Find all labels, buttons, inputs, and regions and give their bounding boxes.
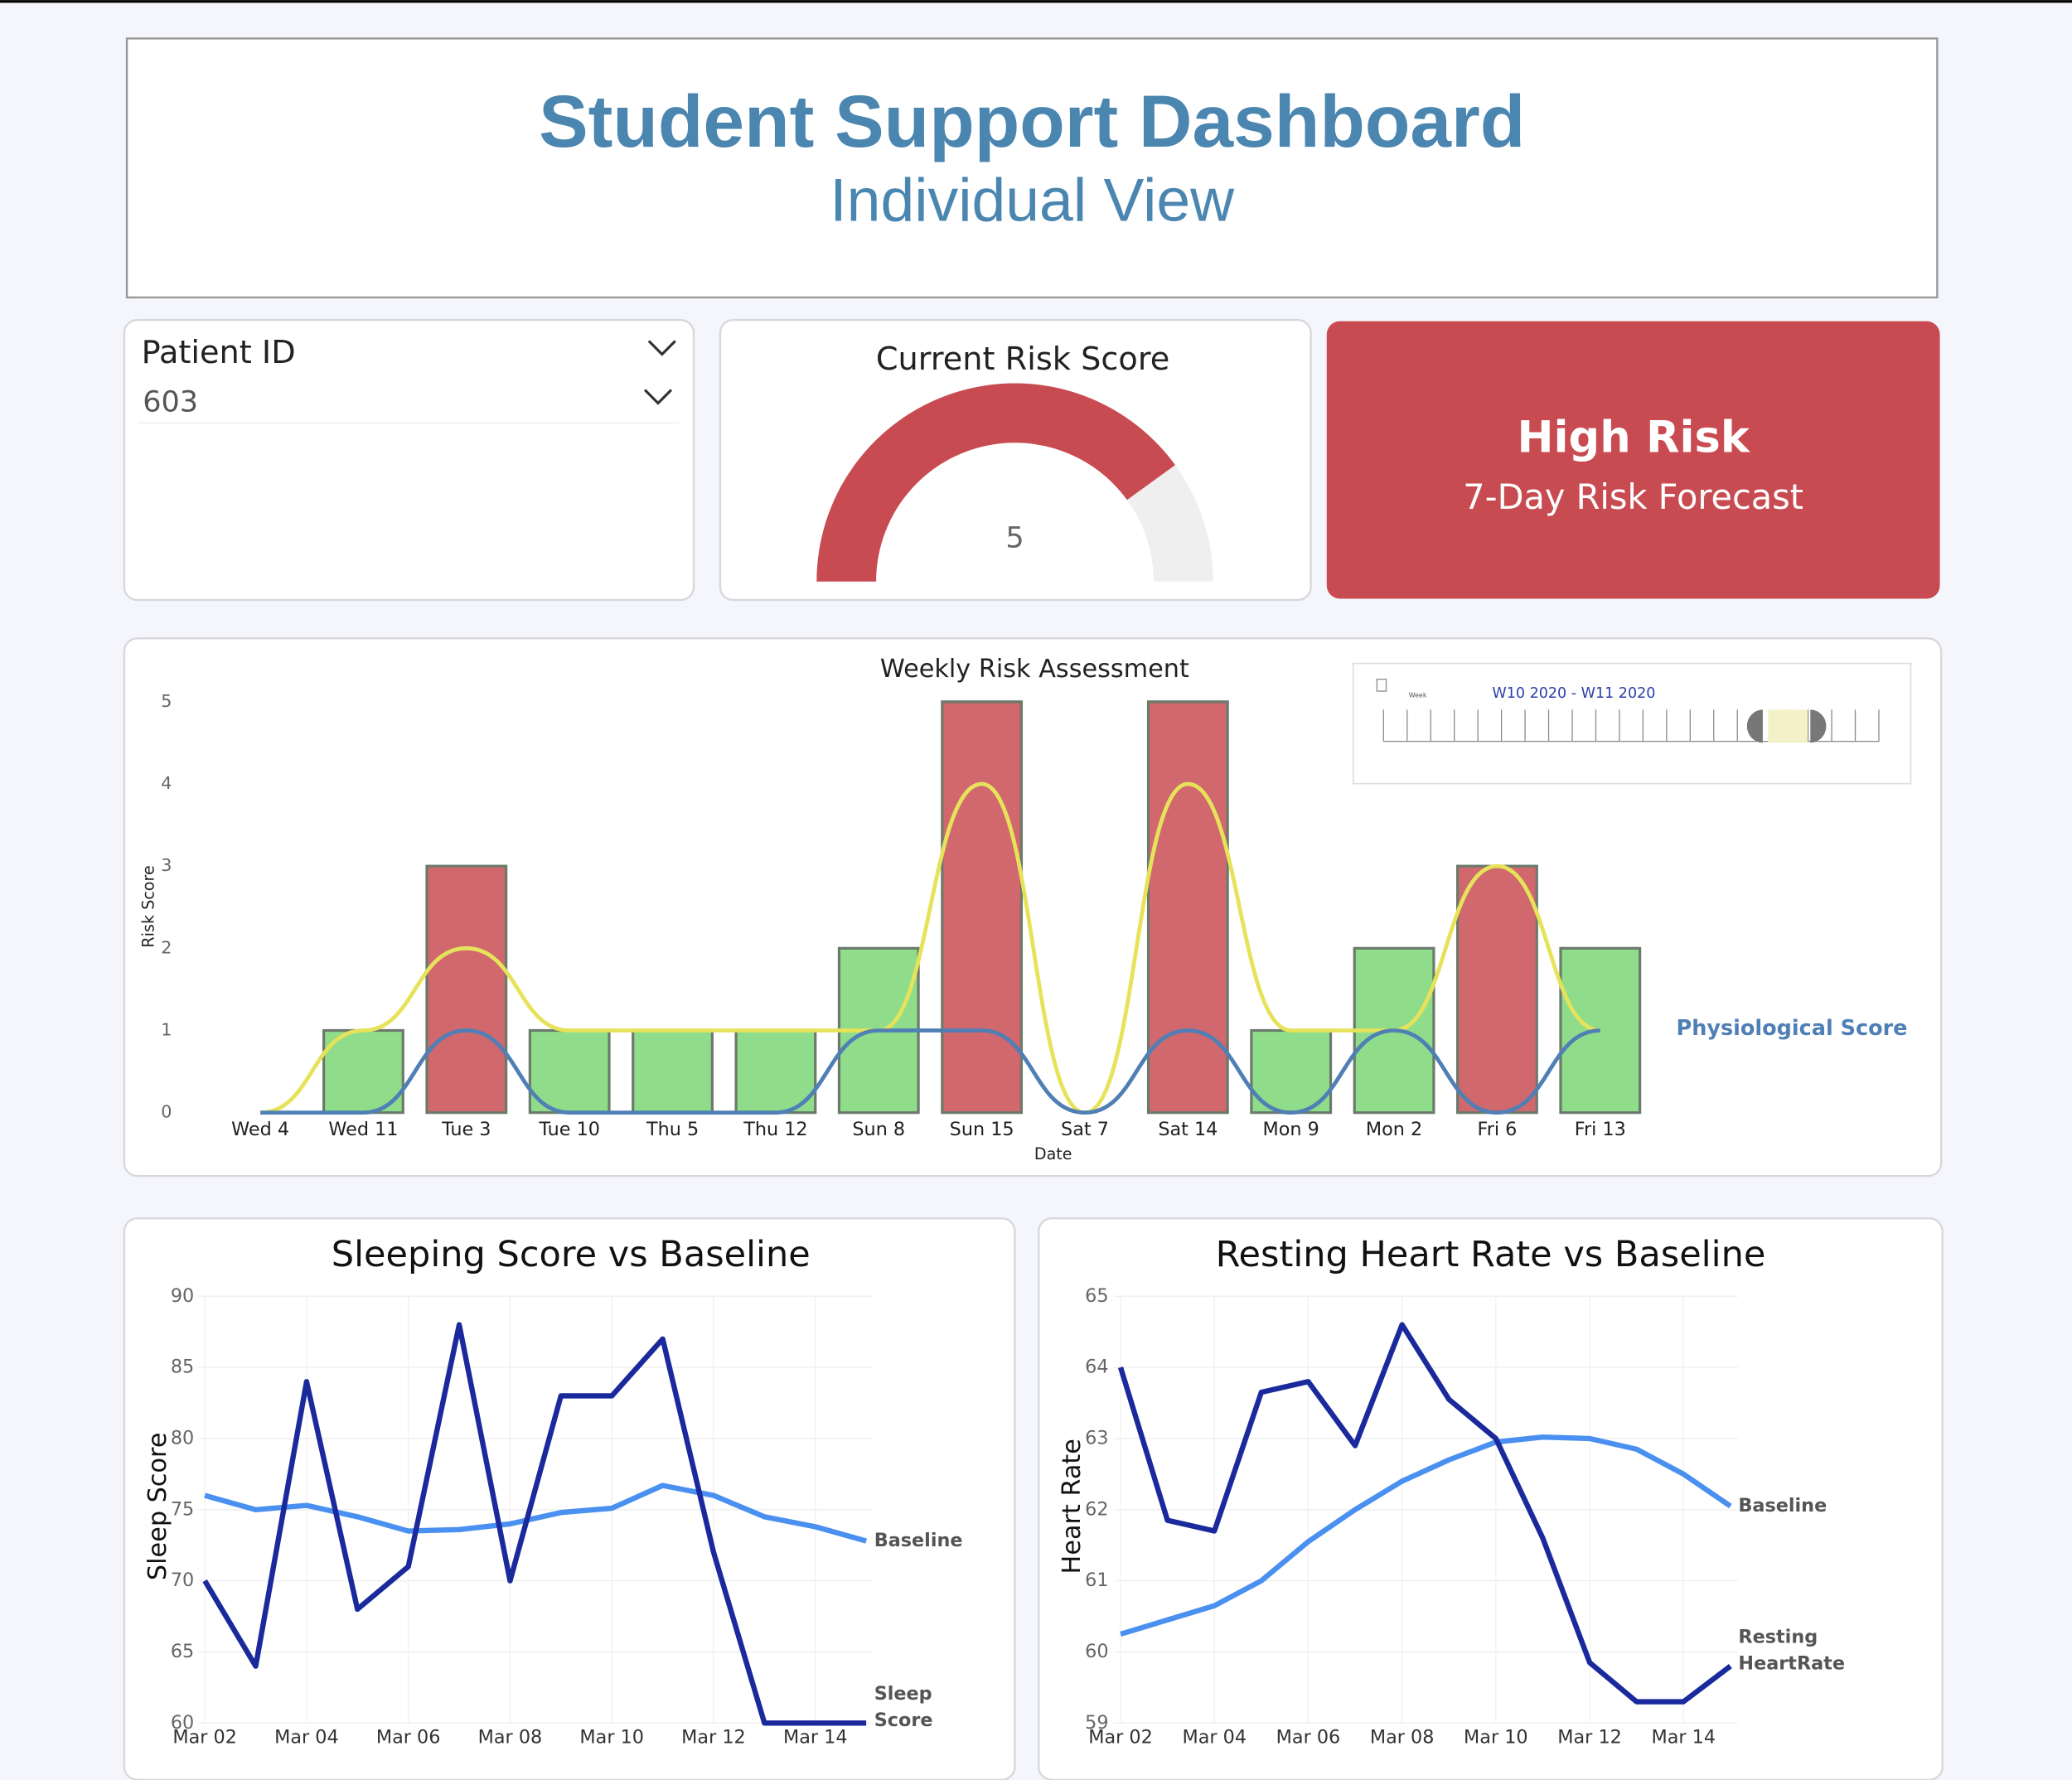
- slicer-handle[interactable]: [1810, 709, 1827, 743]
- filter-panel: [123, 318, 695, 602]
- y-tick-label: 63: [1085, 1427, 1108, 1449]
- series-line: [1117, 1322, 1732, 1705]
- x-tick-label: Mar 10: [579, 1726, 644, 1748]
- y-axis-title: Heart Rate: [1058, 1439, 1087, 1574]
- series-label: Resting HeartRate: [1738, 1626, 1845, 1674]
- bar: [941, 700, 1024, 1115]
- chart-title: Sleeping Score vs Baseline: [332, 1234, 811, 1275]
- x-tick-label: Wed 11: [328, 1119, 398, 1140]
- series-line: [202, 1322, 867, 1726]
- x-tick-label: Mar 08: [1370, 1726, 1435, 1748]
- x-tick-label: Mar 04: [274, 1726, 339, 1748]
- x-tick-label: Mar 02: [172, 1726, 237, 1748]
- bar: [1456, 864, 1538, 1115]
- y-tick-label: 1: [161, 1019, 172, 1039]
- bar: [1250, 1028, 1333, 1115]
- y-tick-label: 60: [1085, 1641, 1108, 1662]
- y-tick-label: 64: [1085, 1357, 1108, 1378]
- y-axis-title: Sleep Score: [143, 1433, 172, 1581]
- y-tick-label: 70: [171, 1570, 194, 1591]
- dropdown-icon[interactable]: [643, 389, 673, 405]
- trend-line: [260, 1028, 1600, 1115]
- x-tick-label: Mar 14: [783, 1726, 848, 1748]
- x-tick-label: Mar 12: [681, 1726, 746, 1748]
- slicer-icon[interactable]: [1376, 679, 1387, 692]
- chart-title: Resting Heart Rate vs Baseline: [1216, 1234, 1766, 1275]
- series-line: [1120, 1434, 1732, 1637]
- x-tick-label: Mar 12: [1557, 1726, 1622, 1748]
- series-line: [204, 1483, 867, 1544]
- gauge: 5: [816, 383, 1213, 582]
- x-tick-label: Mar 06: [1276, 1726, 1341, 1748]
- y-tick-label: 60: [171, 1712, 194, 1734]
- slicer-box: [1352, 662, 1912, 785]
- x-tick-label: Thu 5: [646, 1119, 699, 1140]
- x-tick-label: Wed 4: [231, 1119, 289, 1140]
- slicer-handle[interactable]: [1746, 709, 1763, 743]
- x-tick-label: Mar 10: [1464, 1726, 1528, 1748]
- chart-title: Weekly Risk Assessment: [880, 655, 1189, 684]
- bar: [1146, 700, 1229, 1115]
- gauge-title: Current Risk Score: [876, 341, 1169, 378]
- x-tick-label: Fri 6: [1478, 1119, 1518, 1140]
- x-tick-label: Tue 3: [441, 1119, 491, 1140]
- legend-label: Physiological Score: [1677, 1016, 1908, 1041]
- dashboard-title: Student Support Dashboard: [539, 80, 1525, 162]
- y-tick-label: 62: [1085, 1498, 1108, 1520]
- x-axis-title: Date: [1034, 1144, 1072, 1163]
- collapse-icon[interactable]: [647, 340, 676, 356]
- bar: [425, 864, 508, 1115]
- slicer-range: W10 2020 - W11 2020: [1492, 685, 1655, 702]
- y-tick-label: 5: [161, 691, 172, 711]
- y-tick-label: 61: [1085, 1570, 1108, 1591]
- bar: [632, 1028, 714, 1115]
- gauge-fill: [816, 383, 1175, 582]
- y-tick-label: 90: [171, 1285, 194, 1307]
- x-tick-label: Mar 08: [478, 1726, 543, 1748]
- gauge-value: 5: [1005, 521, 1024, 555]
- x-tick-label: Tue 10: [538, 1119, 600, 1140]
- x-tick-label: Sat 7: [1061, 1119, 1109, 1140]
- series-label: Baseline: [1738, 1495, 1827, 1516]
- x-tick-label: Mar 02: [1088, 1726, 1153, 1748]
- x-tick-label: Mon 2: [1366, 1119, 1422, 1140]
- x-tick-label: Sun 8: [852, 1119, 905, 1140]
- y-tick-label: 2: [161, 937, 172, 957]
- risk-subtitle: 7-Day Risk Forecast: [1463, 477, 1803, 517]
- y-tick-label: 75: [171, 1498, 194, 1520]
- dashboard-subtitle: Individual View: [830, 167, 1235, 235]
- filter-label: Patient ID: [142, 334, 296, 371]
- x-tick-label: Mar 06: [376, 1726, 441, 1748]
- y-tick-label: 65: [1085, 1285, 1108, 1307]
- filter-value[interactable]: 603: [143, 385, 198, 418]
- y-tick-label: 65: [171, 1641, 194, 1662]
- series-label: Sleep Score: [874, 1683, 933, 1731]
- x-tick-label: Thu 12: [743, 1119, 807, 1140]
- x-tick-label: Fri 13: [1575, 1119, 1626, 1140]
- y-tick-label: 80: [171, 1427, 194, 1449]
- header-panel: [125, 37, 1939, 299]
- series-label: Baseline: [874, 1530, 963, 1551]
- bar: [322, 1028, 404, 1115]
- x-tick-label: Mar 04: [1182, 1726, 1247, 1748]
- risk-card: [1326, 321, 1940, 599]
- patient-dropdown[interactable]: 603: [137, 385, 680, 424]
- slicer-selection[interactable]: [1768, 709, 1808, 743]
- x-tick-label: Mar 14: [1651, 1726, 1716, 1748]
- x-tick-label: Mon 9: [1263, 1119, 1319, 1140]
- y-tick-label: 59: [1085, 1712, 1108, 1734]
- week-slicer[interactable]: Week W10 2020 - W11 2020: [1352, 662, 1912, 785]
- y-tick-label: 0: [161, 1102, 172, 1122]
- risk-level: High Risk: [1517, 413, 1750, 463]
- y-axis-title: Risk Score: [139, 865, 158, 947]
- y-tick-label: 3: [161, 855, 172, 875]
- x-tick-label: Sun 15: [950, 1119, 1014, 1140]
- slicer-label: Week: [1409, 691, 1427, 699]
- y-tick-label: 85: [171, 1357, 194, 1378]
- y-tick-label: 4: [161, 773, 172, 793]
- x-tick-label: Sat 14: [1158, 1119, 1218, 1140]
